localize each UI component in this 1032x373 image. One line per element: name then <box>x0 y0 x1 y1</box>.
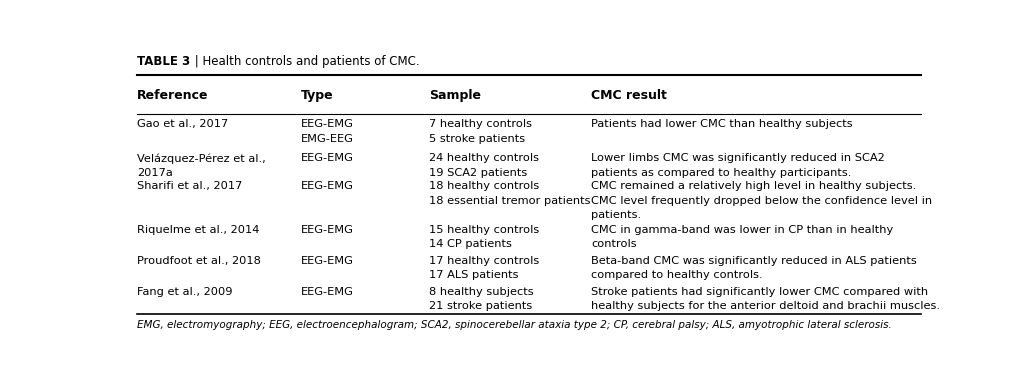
Text: Fang et al., 2009: Fang et al., 2009 <box>137 286 232 297</box>
Text: EEG-EMG
EMG-EEG: EEG-EMG EMG-EEG <box>301 119 354 144</box>
Text: EEG-EMG: EEG-EMG <box>301 153 354 163</box>
Text: Reference: Reference <box>137 89 208 102</box>
Text: CMC result: CMC result <box>591 89 667 102</box>
Text: Gao et al., 2017: Gao et al., 2017 <box>137 119 228 129</box>
Text: EEG-EMG: EEG-EMG <box>301 286 354 297</box>
Text: 17 healthy controls
17 ALS patients: 17 healthy controls 17 ALS patients <box>429 256 539 280</box>
Text: Stroke patients had significantly lower CMC compared with
healthy subjects for t: Stroke patients had significantly lower … <box>591 286 940 311</box>
Text: CMC in gamma-band was lower in CP than in healthy
controls: CMC in gamma-band was lower in CP than i… <box>591 225 894 249</box>
Text: EEG-EMG: EEG-EMG <box>301 182 354 191</box>
Text: 7 healthy controls
5 stroke patients: 7 healthy controls 5 stroke patients <box>429 119 531 144</box>
Text: Proudfoot et al., 2018: Proudfoot et al., 2018 <box>137 256 261 266</box>
Text: 15 healthy controls
14 CP patients: 15 healthy controls 14 CP patients <box>429 225 539 249</box>
Text: 24 healthy controls
19 SCA2 patients: 24 healthy controls 19 SCA2 patients <box>429 153 539 178</box>
Text: CMC remained a relatively high level in healthy subjects.
CMC level frequently d: CMC remained a relatively high level in … <box>591 182 932 220</box>
Text: Patients had lower CMC than healthy subjects: Patients had lower CMC than healthy subj… <box>591 119 852 129</box>
Text: EMG, electromyography; EEG, electroencephalogram; SCA2, spinocerebellar ataxia t: EMG, electromyography; EEG, electroencep… <box>137 320 892 330</box>
Text: | Health controls and patients of CMC.: | Health controls and patients of CMC. <box>191 55 420 68</box>
Text: EEG-EMG: EEG-EMG <box>301 256 354 266</box>
Text: 18 healthy controls
18 essential tremor patients: 18 healthy controls 18 essential tremor … <box>429 182 590 206</box>
Text: 8 healthy subjects
21 stroke patients: 8 healthy subjects 21 stroke patients <box>429 286 534 311</box>
Text: Velázquez-Pérez et al.,
2017a: Velázquez-Pérez et al., 2017a <box>137 153 266 178</box>
Text: Sharifi et al., 2017: Sharifi et al., 2017 <box>137 182 243 191</box>
Text: EEG-EMG: EEG-EMG <box>301 225 354 235</box>
Text: Type: Type <box>301 89 333 102</box>
Text: TABLE 3: TABLE 3 <box>137 55 190 68</box>
Text: Beta-band CMC was significantly reduced in ALS patients
compared to healthy cont: Beta-band CMC was significantly reduced … <box>591 256 917 280</box>
Text: Riquelme et al., 2014: Riquelme et al., 2014 <box>137 225 259 235</box>
Text: Sample: Sample <box>429 89 481 102</box>
Text: Lower limbs CMC was significantly reduced in SCA2
patients as compared to health: Lower limbs CMC was significantly reduce… <box>591 153 885 178</box>
